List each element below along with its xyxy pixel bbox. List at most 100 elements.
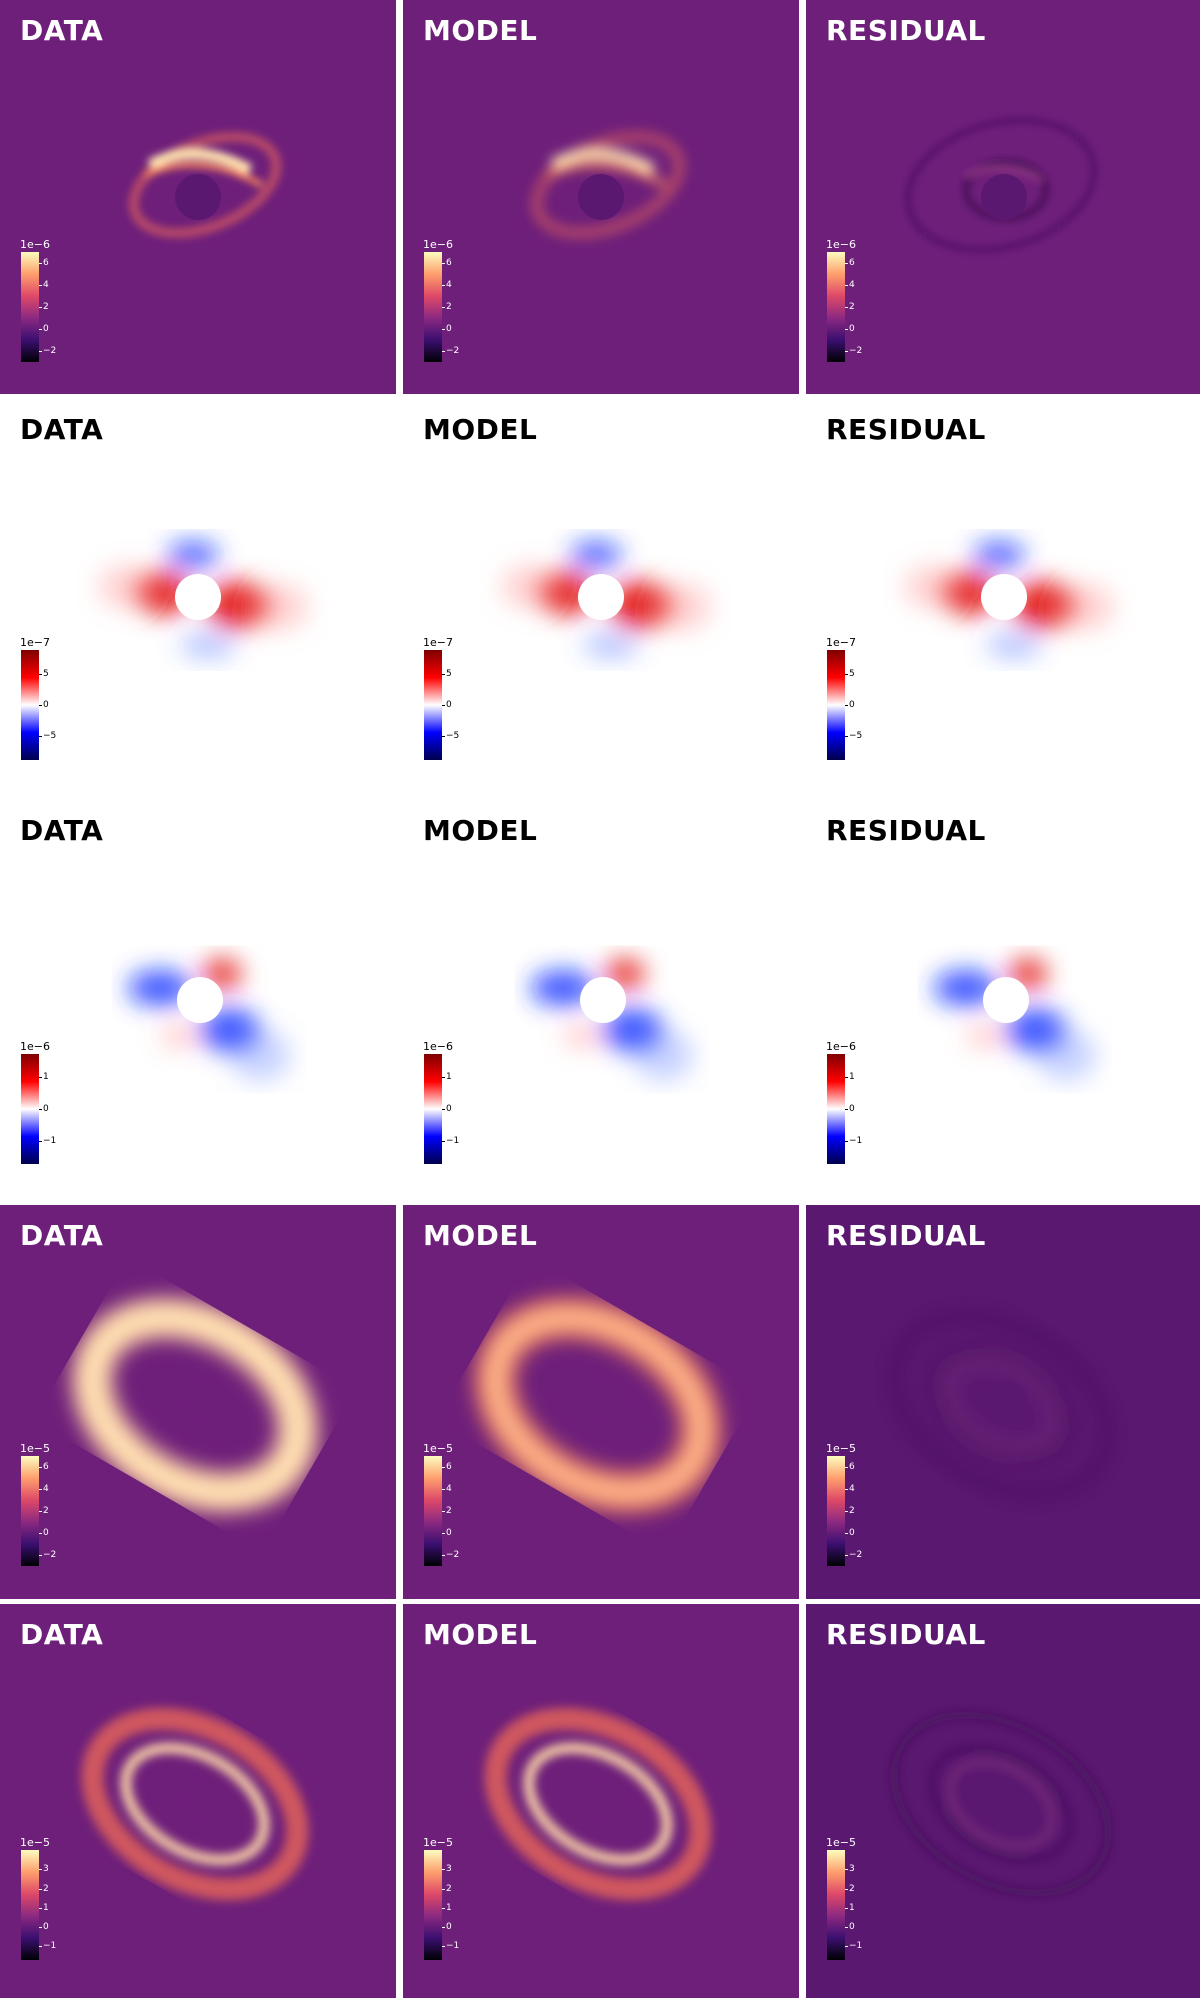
colorbar-exponent: 1e−7 — [20, 636, 50, 649]
colorbar-exponent: 1e−6 — [20, 1040, 50, 1053]
colorbar-tick-mark — [39, 1109, 42, 1110]
colorbar-tick-label: 6 — [43, 1462, 49, 1472]
panel-image — [806, 0, 1200, 394]
panel-image — [806, 1604, 1200, 1998]
panel-row-1-residual: RESIDUAL 1e−6 6 4 2 0 −2 — [806, 0, 1200, 394]
colorbar-tick-label: 1 — [43, 1071, 49, 1082]
colorbar-tick-mark — [39, 1533, 42, 1534]
colorbar-tick-label: 4 — [446, 280, 452, 290]
colorbar: 1e−5 3 2 1 0 −1 — [20, 1836, 110, 1966]
colorbar: 1e−5 6 4 2 0 −2 — [20, 1442, 110, 1572]
colorbar-tick-mark — [39, 351, 42, 352]
colorbar-tick-mark — [442, 1888, 445, 1890]
panel-title: DATA — [20, 1219, 104, 1252]
colorbar-exponent: 1e−6 — [423, 238, 453, 251]
colorbar-tick-label: 1 — [849, 1071, 855, 1082]
panel-row-5-residual: RESIDUAL 1e−5 3 2 1 0 −1 — [806, 1604, 1200, 1998]
colorbar-tick-mark — [845, 1555, 848, 1556]
colorbar-tick-label: 1 — [43, 1902, 49, 1913]
colorbar-tick-mark — [39, 674, 42, 676]
colorbar-tick-mark — [845, 1511, 848, 1512]
panel-image — [0, 1604, 396, 1998]
panel-row-3-residual: RESIDUAL 1e−6 1 0 −1 — [806, 800, 1200, 1200]
colorbar-tick-mark — [442, 329, 445, 330]
colorbar-tick-mark — [845, 285, 848, 286]
colorbar-tick-mark — [845, 1927, 848, 1929]
colorbar: 1e−6 6 4 2 0 −2 — [20, 238, 110, 368]
colorbar-exponent: 1e−6 — [20, 238, 50, 251]
panel-row-1-data: DATA 1e−6 6 4 2 0 −2 — [0, 0, 396, 394]
colorbar-gradient — [424, 1850, 442, 1960]
panel-image — [0, 399, 396, 794]
colorbar-exponent: 1e−7 — [423, 636, 453, 649]
colorbar-tick-mark — [39, 1489, 42, 1490]
panel-title: MODEL — [423, 14, 538, 47]
colorbar-tick-mark — [845, 307, 848, 308]
colorbar-gradient — [827, 1456, 845, 1566]
colorbar-exponent: 1e−6 — [423, 1040, 453, 1053]
colorbar-tick-mark — [442, 1533, 445, 1534]
colorbar: 1e−6 6 4 2 0 −2 — [423, 238, 513, 368]
colorbar-tick-label: 2 — [849, 1506, 855, 1516]
colorbar-exponent: 1e−7 — [826, 636, 856, 649]
colorbar-tick-mark — [442, 735, 445, 737]
panel-title: RESIDUAL — [826, 413, 986, 446]
panel-title: DATA — [20, 14, 104, 47]
colorbar-tick-mark — [39, 329, 42, 330]
colorbar-tick-mark — [442, 351, 445, 352]
colorbar-tick-mark — [39, 307, 42, 308]
colorbar-tick-mark — [39, 1076, 42, 1078]
colorbar-tick-label: 1 — [446, 1071, 452, 1082]
panel-title: RESIDUAL — [826, 1219, 986, 1252]
colorbar: 1e−5 3 2 1 0 −1 — [423, 1836, 513, 1966]
colorbar-tick-label: 6 — [849, 258, 855, 268]
colorbar-tick-mark — [39, 263, 42, 264]
colorbar-tick-mark — [442, 1467, 445, 1468]
colorbar-tick-label: −1 — [849, 1941, 863, 1952]
colorbar-gradient — [827, 650, 845, 760]
colorbar-tick-mark — [442, 705, 445, 706]
colorbar: 1e−6 6 4 2 0 −2 — [826, 238, 916, 368]
colorbar-tick-label: 2 — [446, 302, 452, 312]
colorbar-tick-mark — [845, 674, 848, 676]
panel-title: RESIDUAL — [826, 814, 986, 847]
colorbar-gradient — [424, 1054, 442, 1164]
colorbar-gradient — [21, 1456, 39, 1566]
panel-row-5-data: DATA 1e−5 3 2 1 0 −1 — [0, 1604, 396, 1998]
colorbar-tick-label: 0 — [446, 1104, 452, 1114]
colorbar-tick-label: −1 — [849, 1136, 863, 1147]
colorbar-tick-mark — [442, 1907, 445, 1909]
colorbar-tick-mark — [845, 351, 848, 352]
colorbar-tick-label: 2 — [446, 1506, 452, 1516]
panel-title: MODEL — [423, 413, 538, 446]
colorbar-tick-label: 0 — [849, 700, 855, 710]
panel-row-2-model: MODEL 1e−7 5 0 −5 — [403, 399, 799, 794]
colorbar: 1e−7 5 0 −5 — [423, 636, 513, 766]
colorbar-tick-mark — [845, 1489, 848, 1490]
colorbar-tick-mark — [845, 1109, 848, 1110]
panel-image — [403, 1205, 799, 1599]
colorbar: 1e−5 6 4 2 0 −2 — [826, 1442, 916, 1572]
colorbar: 1e−5 6 4 2 0 −2 — [423, 1442, 513, 1572]
colorbar-tick-label: −5 — [849, 730, 863, 741]
colorbar-tick-label: 6 — [849, 1462, 855, 1472]
colorbar-tick-mark — [845, 1946, 848, 1948]
colorbar-tick-label: 6 — [446, 258, 452, 268]
colorbar-tick-label: 0 — [446, 1528, 452, 1538]
colorbar-gradient — [21, 252, 39, 362]
colorbar-tick-mark — [442, 1489, 445, 1490]
colorbar-tick-label: 3 — [446, 1864, 452, 1875]
colorbar-tick-label: 0 — [43, 1922, 49, 1933]
colorbar: 1e−5 3 2 1 0 −1 — [826, 1836, 916, 1966]
panel-image — [806, 399, 1200, 794]
colorbar-tick-label: −2 — [849, 346, 863, 356]
colorbar-tick-label: 5 — [446, 669, 452, 680]
colorbar-exponent: 1e−6 — [826, 1040, 856, 1053]
panel-row-5-model: MODEL 1e−5 3 2 1 0 −1 — [403, 1604, 799, 1998]
colorbar-gradient — [21, 650, 39, 760]
panel-title: MODEL — [423, 1618, 538, 1651]
colorbar-gradient — [827, 252, 845, 362]
colorbar-tick-mark — [845, 263, 848, 264]
colorbar-tick-mark — [442, 285, 445, 286]
colorbar-tick-label: 0 — [43, 324, 49, 334]
